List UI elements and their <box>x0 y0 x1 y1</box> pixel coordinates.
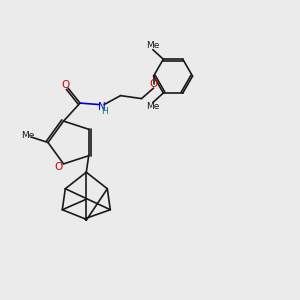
Text: O: O <box>61 80 70 89</box>
Text: Me: Me <box>146 102 160 111</box>
Text: N: N <box>98 102 106 112</box>
Text: O: O <box>54 162 62 172</box>
Text: Me: Me <box>146 41 160 50</box>
Text: O: O <box>149 79 158 89</box>
Text: H: H <box>101 107 108 116</box>
Text: Me: Me <box>21 131 34 140</box>
